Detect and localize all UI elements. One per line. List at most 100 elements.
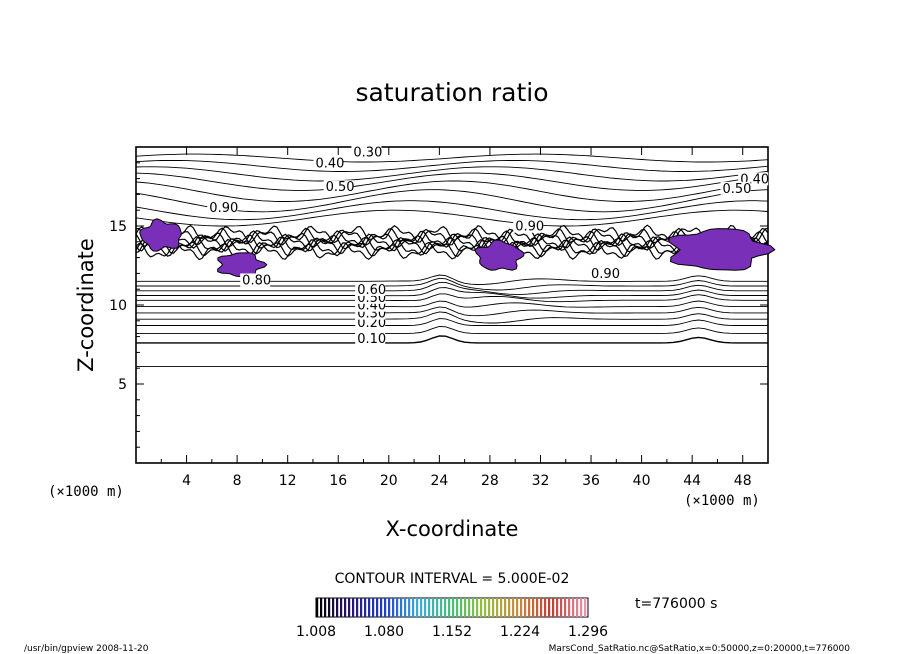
contour-line xyxy=(135,172,769,191)
contour-label: 0.20 xyxy=(357,316,386,331)
contour-line xyxy=(136,287,768,299)
contour-line xyxy=(135,235,769,255)
contour-interval-text: CONTOUR INTERVAL = 5.000E-02 xyxy=(335,571,570,587)
colorbar-cell xyxy=(568,598,571,617)
colorbar-cell xyxy=(476,598,479,617)
chart-title: saturation ratio xyxy=(355,78,548,107)
y-axis-ticks: 5 10 15 xyxy=(109,162,768,448)
colorbar-cell xyxy=(340,598,343,617)
colorbar-cell xyxy=(364,598,367,617)
colorbar-cell xyxy=(320,598,323,617)
colorbar-cell xyxy=(396,598,399,617)
colorbar-cell xyxy=(508,598,511,617)
contour-line xyxy=(136,311,768,324)
colorbar-label: 1.224 xyxy=(500,624,540,640)
contour-line xyxy=(135,200,769,221)
x-axis-ticks: 4 8 12 16 20 24 28 32 36 40 44 48 xyxy=(160,147,752,489)
contour-label-bg xyxy=(513,219,544,233)
x-tick-label: 40 xyxy=(633,473,651,489)
colorbar-cell xyxy=(368,598,371,617)
colorbar-cell xyxy=(316,598,319,617)
colorbar-labels: 1.008 1.080 1.152 1.224 1.296 xyxy=(296,624,608,640)
colorbar-cell xyxy=(460,598,463,617)
colorbar-cell xyxy=(464,598,467,617)
contour-line xyxy=(136,281,768,295)
colorbar-cell xyxy=(372,598,375,617)
footer-right: MarsCond_SatRatio.nc@SatRatio,x=0:50000,… xyxy=(549,644,851,654)
contour-line xyxy=(135,180,769,202)
colorbar-cell xyxy=(324,598,327,617)
y-axis-unit: (×1000 m) xyxy=(48,484,124,500)
contour-label: 0.90 xyxy=(515,220,544,235)
x-tick-label: 36 xyxy=(582,473,600,489)
contour-line xyxy=(135,209,769,227)
x-tick-label: 48 xyxy=(734,473,752,489)
contour-line xyxy=(136,335,768,344)
contour-line xyxy=(136,293,768,303)
colorbar-cell xyxy=(356,598,359,617)
contour-line xyxy=(135,189,769,213)
contour-label: 0.50 xyxy=(326,180,355,195)
colorbar-label: 1.008 xyxy=(296,624,336,640)
x-axis-unit: (×1000 m) xyxy=(684,493,760,509)
colorbar-cell xyxy=(556,598,559,617)
colorbar-cell xyxy=(404,598,407,617)
contour-label-bg xyxy=(355,331,386,345)
contour-label: 0.60 xyxy=(357,283,386,298)
colorbar-cell xyxy=(452,598,455,617)
colorbar-cell xyxy=(360,598,363,617)
contour-line xyxy=(135,233,769,252)
contour-line xyxy=(135,166,769,182)
plot-frame xyxy=(135,146,769,464)
x-tick-label: 24 xyxy=(430,473,448,489)
colorbar-cell xyxy=(444,598,447,617)
colorbar-cell xyxy=(536,598,539,617)
x-tick-label: 8 xyxy=(233,473,242,489)
plot-area: 0.100.20 0.30 0.40 0.50 0.60 0.80 0.90 0.90 0.90… xyxy=(135,145,776,464)
colorbar-label: 1.152 xyxy=(432,624,472,640)
y-tick-label: 10 xyxy=(109,298,127,314)
colorbar-cell xyxy=(344,598,347,617)
colorbar-cell xyxy=(572,598,575,617)
contour-label-bg xyxy=(720,181,751,195)
supersaturation-patch xyxy=(474,239,525,271)
contour-label: 0.30 xyxy=(353,145,382,160)
colorbar-cell xyxy=(348,598,351,617)
colorbar-label: 1.080 xyxy=(364,624,404,640)
colorbar-cell xyxy=(376,598,379,617)
contour-line xyxy=(135,159,769,172)
colorbar-cell xyxy=(400,598,403,617)
colorbar-cell xyxy=(432,598,435,617)
colorbar-cell xyxy=(440,598,443,617)
colorbar-cell xyxy=(480,598,483,617)
colorbar-cell xyxy=(336,598,339,617)
x-tick-label: 20 xyxy=(380,473,398,489)
colorbar-cell xyxy=(532,598,535,617)
colorbar-cell xyxy=(584,598,587,617)
x-axis-title: X-coordinate xyxy=(386,517,519,541)
colorbar-cell xyxy=(504,598,507,617)
time-label: t=776000 s xyxy=(635,596,717,612)
colorbar-cell xyxy=(560,598,563,617)
colorbar-cell xyxy=(528,598,531,617)
colorbar-cell xyxy=(420,598,423,617)
colorbar-cell xyxy=(500,598,503,617)
contour-label-bg xyxy=(207,200,238,214)
contour-label-bg xyxy=(355,282,386,296)
colorbar-cell xyxy=(388,598,391,617)
footer-left: /usr/bin/gpview 2008-11-20 xyxy=(24,644,149,654)
contour-line xyxy=(136,300,768,308)
supersaturation-patch xyxy=(668,228,776,271)
contour-label-bg xyxy=(313,156,344,170)
contour-label: 0.90 xyxy=(209,201,238,216)
colorbar-cell xyxy=(520,598,523,617)
colorbar-cell xyxy=(580,598,583,617)
colorbar-cell xyxy=(448,598,451,617)
x-tick-label: 32 xyxy=(532,473,550,489)
y-axis-title: Z-coordinate xyxy=(74,238,98,372)
contour-line xyxy=(135,153,769,163)
contour-labels: 0.100.20 0.30 0.40 0.50 0.60 0.80 0.90 0.90 0.90… xyxy=(207,145,769,347)
x-tick-label: 28 xyxy=(481,473,499,489)
colorbar-cell xyxy=(488,598,491,617)
colorbar-cell xyxy=(352,598,355,617)
